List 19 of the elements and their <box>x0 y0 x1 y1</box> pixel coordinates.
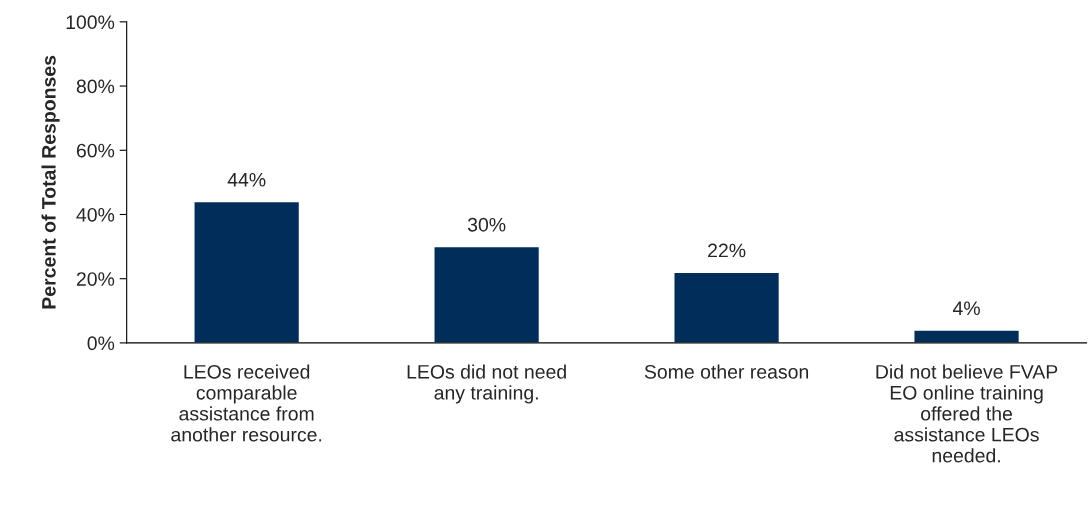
data-label: 30% <box>467 217 506 232</box>
y-tick-label: 100% <box>66 15 115 30</box>
y-tick-label: 40% <box>76 207 115 222</box>
bar <box>433 245 541 343</box>
y-tick-label: 20% <box>76 272 115 286</box>
x-tick-label: LEOs received comparable assistance from another resource. <box>171 364 322 442</box>
data-label: 44% <box>227 173 266 187</box>
x-tick-label: Did not believe FVAP EO online training offered the assistance LEOs needed. <box>876 364 1058 463</box>
bar <box>673 271 781 343</box>
data-label: 4% <box>952 301 980 316</box>
data-label: 22% <box>708 243 746 258</box>
x-tick-label: LEOs did not need any training. <box>407 364 566 404</box>
y-tick-label: 0% <box>87 336 115 351</box>
y-axis-title: Percent of Total Responses <box>41 55 60 309</box>
x-tick-label: Some other reason <box>644 364 809 379</box>
bar <box>193 200 301 343</box>
y-tick-label: 60% <box>76 143 115 158</box>
bar <box>913 329 1021 343</box>
y-tick-label: 80% <box>76 79 115 94</box>
